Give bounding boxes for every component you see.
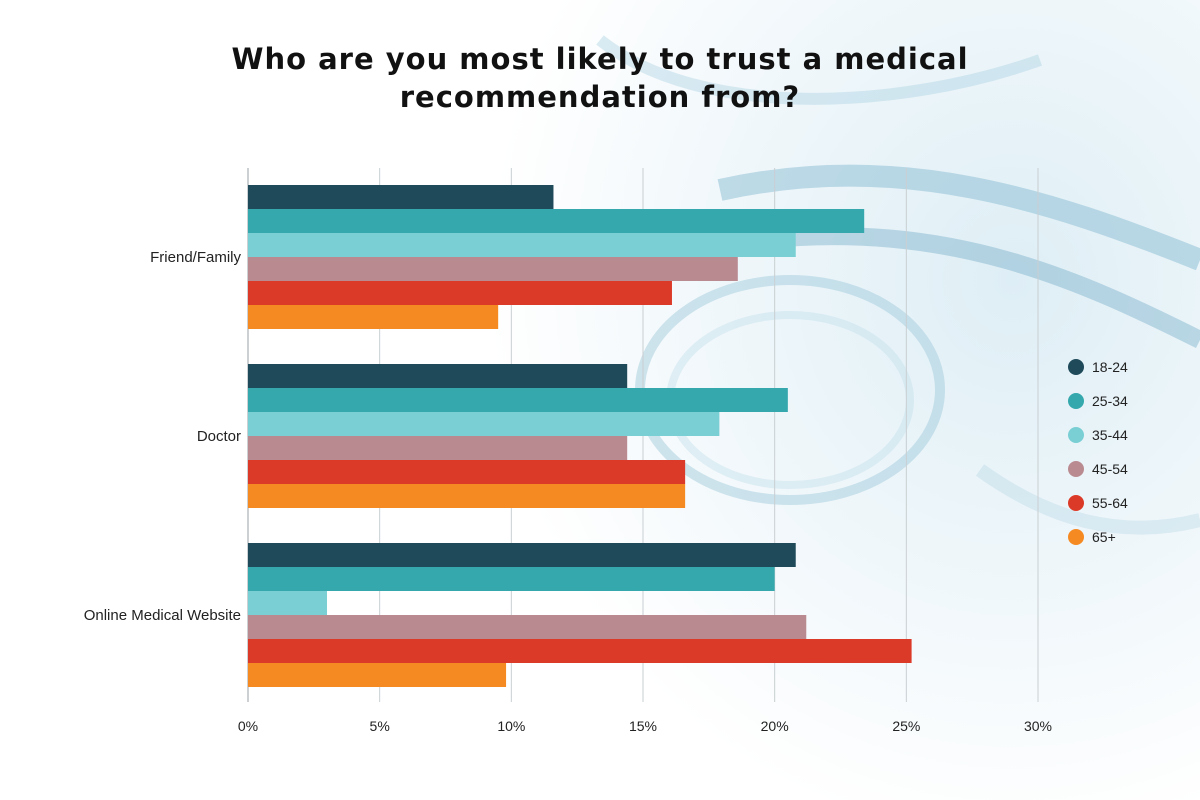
chart-title-line-1: Who are you most likely to trust a medic…: [231, 42, 969, 76]
legend-label: 25-34: [1092, 393, 1128, 409]
category-label: Online Medical Website: [84, 607, 241, 624]
legend-item: 35-44: [1068, 418, 1128, 452]
legend-item: 65+: [1068, 520, 1128, 554]
legend-label: 35-44: [1092, 427, 1128, 443]
legend: 18-24 25-34 35-44 45-54 55-64 65+: [1068, 350, 1128, 554]
bar-45-54: [248, 615, 807, 639]
x-tick-label: 20%: [761, 718, 789, 734]
legend-label: 45-54: [1092, 461, 1128, 477]
legend-swatch: [1068, 427, 1084, 443]
bar-25-34: [248, 388, 788, 412]
legend-item: 18-24: [1068, 350, 1128, 384]
bar-35-44: [248, 412, 720, 436]
bar-25-34: [248, 567, 775, 591]
legend-item: 25-34: [1068, 384, 1128, 418]
chart-title: Who are you most likely to trust a medic…: [0, 40, 1200, 116]
legend-item: 45-54: [1068, 452, 1128, 486]
bar-55-64: [248, 460, 686, 484]
category-label: Doctor: [197, 428, 241, 445]
legend-swatch: [1068, 461, 1084, 477]
bar-18-24: [248, 543, 796, 567]
bar-18-24: [248, 185, 554, 209]
bar-45-54: [248, 436, 628, 460]
bar-25-34: [248, 209, 865, 233]
legend-swatch: [1068, 495, 1084, 511]
x-tick-label: 30%: [1024, 718, 1052, 734]
bars: [248, 185, 912, 687]
legend-label: 65+: [1092, 529, 1116, 545]
legend-swatch: [1068, 359, 1084, 375]
x-tick-label: 10%: [497, 718, 525, 734]
legend-label: 55-64: [1092, 495, 1128, 511]
x-axis-tick-labels: 0% 5% 10% 15% 20% 25% 30%: [238, 718, 1052, 734]
x-tick-label: 0%: [238, 718, 258, 734]
bar-55-64: [248, 281, 672, 305]
x-tick-label: 25%: [892, 718, 920, 734]
bar-45-54: [248, 257, 738, 281]
chart-title-line-2: recommendation from?: [399, 80, 801, 114]
bar-65+: [248, 305, 499, 329]
category-label: Friend/Family: [150, 249, 241, 266]
legend-swatch: [1068, 529, 1084, 545]
legend-swatch: [1068, 393, 1084, 409]
category-labels: Friend/Family Doctor Online Medical Websit…: [84, 249, 242, 624]
legend-item: 55-64: [1068, 486, 1128, 520]
bar-65+: [248, 663, 507, 687]
legend-label: 18-24: [1092, 359, 1128, 375]
x-tick-label: 5%: [370, 718, 390, 734]
x-tick-label: 15%: [629, 718, 657, 734]
bar-55-64: [248, 639, 912, 663]
bar-35-44: [248, 591, 327, 615]
bar-65+: [248, 484, 686, 508]
bar-18-24: [248, 364, 628, 388]
bar-35-44: [248, 233, 796, 257]
